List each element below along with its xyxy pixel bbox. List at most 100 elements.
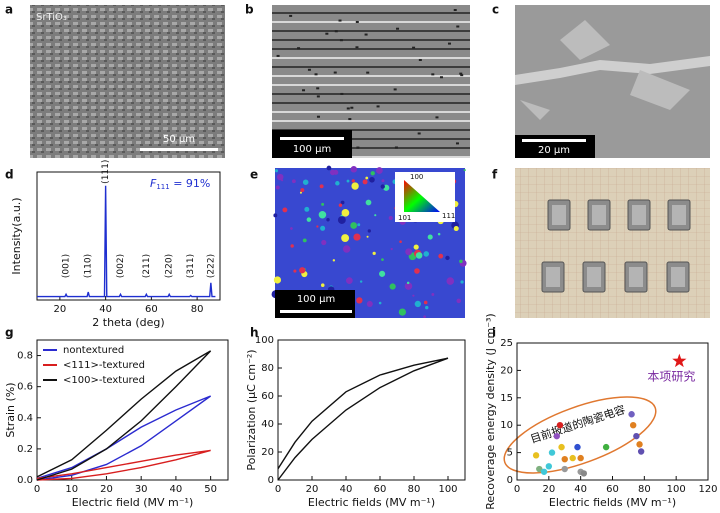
sem-image	[515, 5, 710, 158]
grain	[332, 259, 336, 262]
x-tick-label: 40	[170, 484, 183, 495]
y-tick-label: 20	[500, 365, 513, 376]
texture	[272, 9, 470, 158]
peak-label: (110)	[84, 254, 94, 278]
grain	[351, 182, 359, 190]
pore	[316, 115, 320, 118]
stripe	[272, 147, 470, 149]
panel-label: h	[250, 326, 259, 340]
pore	[316, 95, 320, 98]
pore	[346, 107, 350, 110]
panel-label: g	[5, 326, 14, 340]
stripe	[272, 138, 470, 140]
stripe	[272, 84, 470, 86]
point	[548, 449, 556, 456]
x-tick-label: 50	[204, 484, 217, 495]
flake	[515, 56, 710, 85]
panel-label: c	[492, 3, 499, 17]
scale-label: 100 μm	[293, 144, 331, 155]
scale-label: 20 μm	[538, 145, 570, 156]
plot-frame	[36, 171, 221, 301]
pore	[455, 142, 459, 145]
x-tick-label: 20	[100, 484, 113, 495]
grain	[342, 245, 351, 253]
x-tick-label: 80	[408, 484, 421, 495]
pore	[348, 118, 352, 121]
grain	[367, 229, 371, 233]
point	[558, 443, 565, 451]
point	[561, 455, 568, 463]
stripe	[272, 48, 470, 50]
peak-label: (220)	[165, 254, 175, 278]
grain	[291, 179, 296, 184]
pore	[339, 39, 343, 42]
panel-label: a	[5, 3, 13, 17]
y-axis-label: Intensity(a.u.)	[10, 197, 23, 274]
grain	[374, 214, 377, 217]
x-tick-label: 100	[667, 484, 686, 495]
grain	[290, 227, 293, 230]
grain	[460, 280, 464, 284]
peak-label: (002)	[116, 254, 126, 278]
grain	[338, 203, 343, 207]
point	[629, 422, 637, 429]
grain	[423, 300, 428, 305]
grain	[316, 225, 319, 228]
star-point	[672, 353, 687, 368]
pore	[325, 32, 329, 35]
pore	[447, 42, 451, 45]
grain	[320, 225, 326, 231]
stripe	[272, 21, 470, 23]
pore	[307, 68, 311, 71]
chip-face	[546, 267, 560, 287]
grain	[437, 232, 441, 236]
grain	[346, 179, 350, 183]
point	[577, 454, 584, 462]
scale-bar	[280, 310, 352, 313]
y-tick-label: 0	[268, 475, 274, 486]
point	[636, 441, 643, 448]
pore	[276, 54, 280, 57]
chip-face	[592, 205, 606, 225]
grain	[274, 169, 279, 173]
panel-label: d	[5, 168, 14, 182]
stripe	[272, 66, 470, 68]
y-tick-label: 40	[261, 419, 274, 430]
pore	[376, 105, 380, 108]
x-tick-label: 40	[99, 304, 112, 315]
grain	[365, 176, 369, 180]
pore	[350, 106, 354, 109]
stripe	[272, 129, 470, 131]
grain	[456, 298, 461, 304]
pore	[316, 87, 320, 90]
x-axis-label: Electric fields (MV m⁻¹)	[549, 496, 676, 509]
x-tick-label: 80	[638, 484, 651, 495]
grain	[302, 238, 307, 243]
x-axis-label: Electric field (MV m⁻¹)	[72, 496, 194, 509]
grain	[356, 297, 363, 304]
stripe	[272, 57, 470, 59]
panel-label: f	[492, 168, 498, 182]
x-tick-label: 60	[606, 484, 619, 495]
grain	[381, 258, 384, 262]
grain	[390, 247, 393, 251]
pore	[333, 71, 337, 74]
x-tick-label: 0	[34, 484, 40, 495]
series-line	[277, 357, 449, 481]
annotation-text: = 91%	[170, 177, 211, 190]
y-axis-label: Recoverage energy density (J cm⁻³)	[484, 313, 497, 509]
grain	[326, 218, 330, 222]
grain	[399, 240, 402, 243]
peak-label: (001)	[62, 254, 72, 278]
grain	[362, 179, 368, 185]
pore	[364, 33, 368, 36]
scale-bar	[280, 137, 344, 140]
panel-label: b	[245, 3, 254, 17]
chip-face	[671, 267, 685, 287]
x-axis-label: Electric fields (MV m⁻¹)	[308, 496, 435, 509]
x-tick-label: 0	[275, 484, 281, 495]
pore	[456, 25, 460, 28]
grain	[425, 305, 429, 310]
annotation-symbol: F	[150, 177, 157, 190]
y-axis-label: Polarization (μC cm⁻²)	[245, 349, 258, 470]
